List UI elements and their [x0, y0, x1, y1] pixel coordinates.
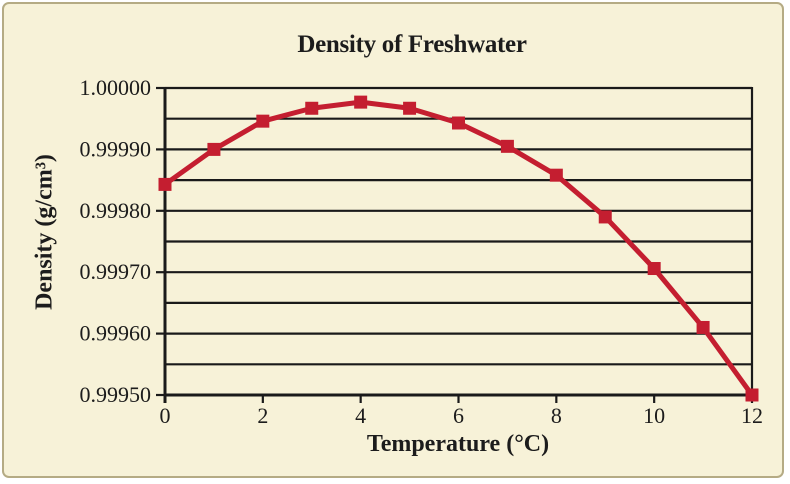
data-point-marker [256, 114, 270, 128]
data-point-marker [696, 320, 710, 334]
x-tick-label: 0 [160, 403, 171, 428]
y-tick-label: 0.99990 [80, 136, 152, 161]
density-curve [162, 99, 755, 398]
data-point-marker [647, 262, 661, 276]
data-point-marker [354, 95, 368, 109]
y-tick-label: 0.99970 [80, 259, 152, 284]
y-tick-label: 0.99960 [80, 321, 152, 346]
data-point-marker [403, 101, 417, 115]
data-point-marker [598, 210, 612, 224]
chart-title: Density of Freshwater [297, 31, 527, 58]
y-axis-title: Density (g/cm³) [31, 154, 58, 310]
data-point-marker [745, 388, 759, 402]
data-point-marker [207, 142, 221, 156]
data-point-marker [452, 116, 465, 130]
data-point-marker [305, 101, 319, 115]
x-tick-label: 4 [355, 403, 366, 428]
x-tick-label: 10 [643, 403, 665, 428]
x-tick-label: 6 [453, 403, 464, 428]
y-tick-label: 0.99980 [80, 198, 152, 223]
data-point-marker [158, 177, 172, 191]
x-axis-title: Temperature (°C) [366, 431, 550, 457]
y-tick-label: 0.99950 [80, 382, 152, 407]
y-tick-label: 1.00000 [80, 75, 152, 100]
x-tick-label: 8 [551, 403, 562, 428]
data-point-marker [500, 139, 514, 153]
data-point-marker [549, 168, 563, 182]
x-tick-label: 2 [257, 403, 268, 428]
x-tick-label: 12 [741, 403, 763, 428]
